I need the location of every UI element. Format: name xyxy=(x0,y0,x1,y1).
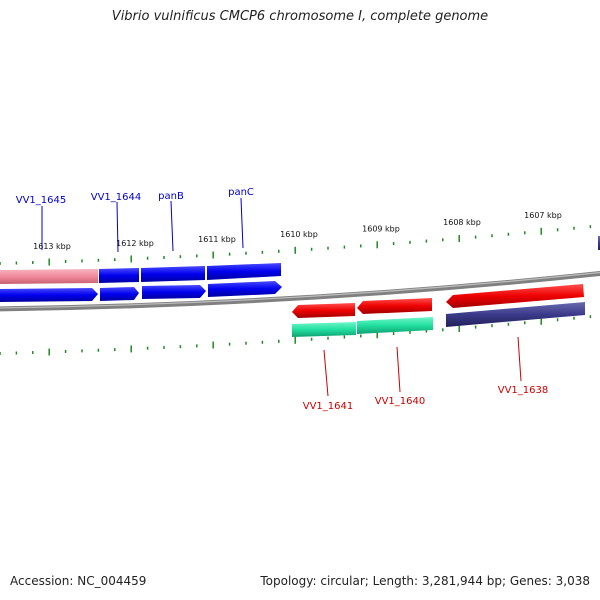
gene-label-panb[interactable]: panB xyxy=(158,191,184,202)
gene-arrow-reverse[interactable] xyxy=(446,284,584,308)
reverse-outer-row xyxy=(292,284,584,318)
gene-label-vv1-1645[interactable]: VV1_1645 xyxy=(16,195,67,206)
gene-feature[interactable] xyxy=(357,317,433,334)
scale-ticks-outer xyxy=(0,225,592,266)
tick-label: 1609 kbp xyxy=(362,225,400,234)
gene-arrow[interactable] xyxy=(100,287,139,301)
gene-arrow[interactable] xyxy=(208,281,282,297)
label-leader xyxy=(517,336,522,382)
gene-feature[interactable] xyxy=(141,266,205,282)
accession-label: Accession: NC_004459 xyxy=(10,574,147,588)
tick-label: 1611 kbp xyxy=(198,235,236,244)
chromosome-backbone-highlight xyxy=(0,271,600,309)
gene-arrow[interactable] xyxy=(0,288,98,302)
forward-outer-row xyxy=(0,263,281,284)
gene-feature[interactable] xyxy=(207,263,281,280)
gene-feature-partial[interactable] xyxy=(598,236,600,250)
gene-feature-faded[interactable] xyxy=(0,269,98,284)
reverse-gene-labels: VV1_1641 VV1_1640 VV1_1638 xyxy=(303,336,549,412)
gene-label-vv1-1641[interactable]: VV1_1641 xyxy=(303,401,354,412)
gene-label-vv1-1640[interactable]: VV1_1640 xyxy=(375,396,426,407)
scale-tick-labels: 1613 kbp 1612 kbp 1611 kbp 1610 kbp 1609 kbp… xyxy=(33,211,562,251)
tick-label: 1610 kbp xyxy=(280,230,318,239)
tick-label: 1607 kbp xyxy=(524,211,562,220)
gene-feature[interactable] xyxy=(446,302,585,327)
gene-label-panc[interactable]: panC xyxy=(228,187,254,198)
tick-label: 1612 kbp xyxy=(116,239,154,248)
label-leader xyxy=(323,349,329,397)
gene-label-vv1-1638[interactable]: VV1_1638 xyxy=(498,385,549,396)
genome-title: Vibrio vulnificus CMCP6 chromosome I, co… xyxy=(111,9,489,24)
gene-arrow-reverse[interactable] xyxy=(292,303,355,318)
gene-feature[interactable] xyxy=(292,322,356,337)
tick-label: 1608 kbp xyxy=(443,218,481,227)
gene-feature[interactable] xyxy=(99,268,139,283)
gene-label-vv1-1644[interactable]: VV1_1644 xyxy=(91,192,142,203)
chromosome-backbone xyxy=(0,271,600,312)
tick-label: 1613 kbp xyxy=(33,242,71,251)
genome-summary: Topology: circular; Length: 3,281,944 bp… xyxy=(260,574,590,588)
label-leader xyxy=(396,346,401,393)
gene-arrow[interactable] xyxy=(142,285,206,299)
label-leader xyxy=(240,197,244,249)
forward-gene-labels: VV1_1645 VV1_1644 panB panC xyxy=(16,187,254,253)
reverse-inner-row xyxy=(292,302,585,337)
label-leader xyxy=(170,200,174,252)
gene-arrow-reverse[interactable] xyxy=(357,298,432,314)
label-leader xyxy=(116,201,119,253)
forward-inner-row xyxy=(0,281,282,302)
